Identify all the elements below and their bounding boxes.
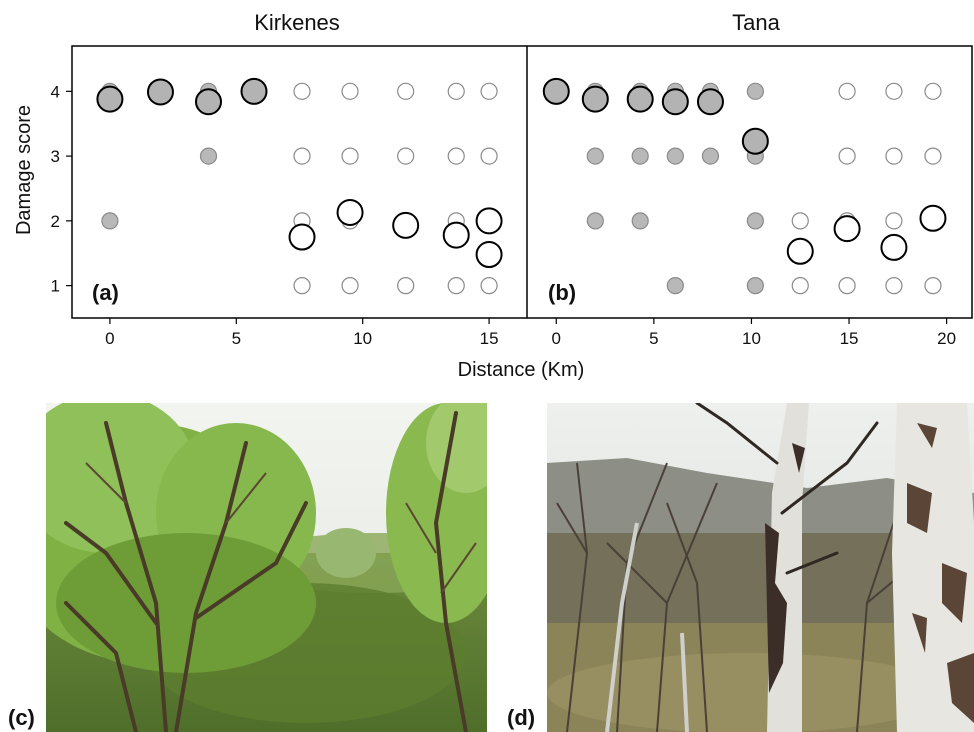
mean-point — [96, 85, 124, 113]
x-tick-label: 15 — [840, 329, 859, 348]
x-tick-label: 0 — [552, 329, 561, 348]
x-tick-label: 20 — [937, 329, 956, 348]
data-point — [631, 147, 649, 165]
data-point — [885, 277, 903, 295]
x-tick-label: 0 — [105, 329, 114, 348]
y-tick-label: 1 — [51, 277, 60, 296]
data-point — [791, 212, 809, 230]
data-point — [838, 82, 856, 100]
data-point — [101, 212, 119, 230]
data-point — [341, 277, 359, 295]
mean-point — [741, 127, 769, 155]
panel-label-a: (a) — [92, 280, 119, 305]
plot-frame — [71, 45, 973, 319]
chart-title-kirkenes: Kirkenes — [254, 10, 340, 35]
data-point — [447, 277, 465, 295]
data-point — [924, 147, 942, 165]
x-tick-label: 5 — [649, 329, 658, 348]
data-point — [666, 147, 684, 165]
y-tick-label: 4 — [51, 82, 60, 101]
mean-point — [146, 78, 174, 106]
panel-label-b: (b) — [548, 280, 576, 305]
mean-point — [392, 211, 420, 239]
data-point — [480, 82, 498, 100]
mean-point — [288, 223, 316, 251]
photo-defoliated-birch-forest — [547, 403, 974, 732]
y-tick-label: 3 — [51, 147, 60, 166]
photo-green-birch-forest — [46, 403, 487, 732]
mean-point — [880, 233, 908, 261]
data-point — [666, 277, 684, 295]
data-point — [341, 82, 359, 100]
panel-label-c: (c) — [8, 705, 35, 730]
mean-point — [661, 88, 689, 116]
mean-point — [240, 77, 268, 105]
data-point — [701, 147, 720, 165]
mean-point — [475, 207, 503, 235]
mean-point — [442, 221, 470, 249]
mean-point — [475, 241, 503, 269]
x-tick-label: 15 — [480, 329, 499, 348]
data-point — [838, 277, 856, 295]
scatter-charts: Kirkenes Tana Damage score Distance (Km)… — [13, 10, 973, 381]
data-point — [199, 147, 218, 165]
x-tick-label: 10 — [742, 329, 761, 348]
mean-point — [786, 237, 814, 265]
y-tick-label: 2 — [51, 212, 60, 231]
data-point — [397, 277, 415, 295]
mean-point — [626, 85, 654, 113]
x-tick-label: 5 — [232, 329, 241, 348]
mean-point — [581, 85, 609, 113]
data-point — [293, 82, 311, 100]
data-point — [293, 277, 311, 295]
mean-point — [696, 88, 724, 116]
data-point — [746, 212, 764, 230]
data-point — [631, 212, 649, 230]
y-axis-label: Damage score — [13, 105, 35, 235]
data-point — [480, 277, 498, 295]
data-point — [924, 277, 942, 295]
data-point — [746, 277, 764, 295]
panel-label-d: (d) — [507, 705, 536, 730]
mean-point — [336, 198, 364, 226]
data-point — [586, 147, 604, 165]
mean-point — [195, 88, 222, 116]
chart-title-tana: Tana — [732, 10, 780, 35]
data-point — [480, 147, 498, 165]
data-point — [447, 82, 465, 100]
data-point — [397, 147, 415, 165]
data-point — [746, 82, 764, 100]
data-point — [924, 82, 942, 100]
x-axis-label: Distance (Km) — [458, 359, 585, 381]
data-point — [293, 147, 311, 165]
mean-point — [833, 215, 861, 243]
data-point — [791, 277, 809, 295]
data-point — [885, 147, 903, 165]
data-point — [838, 147, 856, 165]
data-point — [885, 212, 903, 230]
data-point — [447, 147, 465, 165]
x-tick-label: 10 — [353, 329, 372, 348]
data-point — [341, 147, 359, 165]
mean-point — [919, 204, 947, 232]
data-point — [397, 82, 415, 100]
data-point — [885, 82, 903, 100]
mean-point — [542, 77, 570, 105]
data-point — [586, 212, 604, 230]
